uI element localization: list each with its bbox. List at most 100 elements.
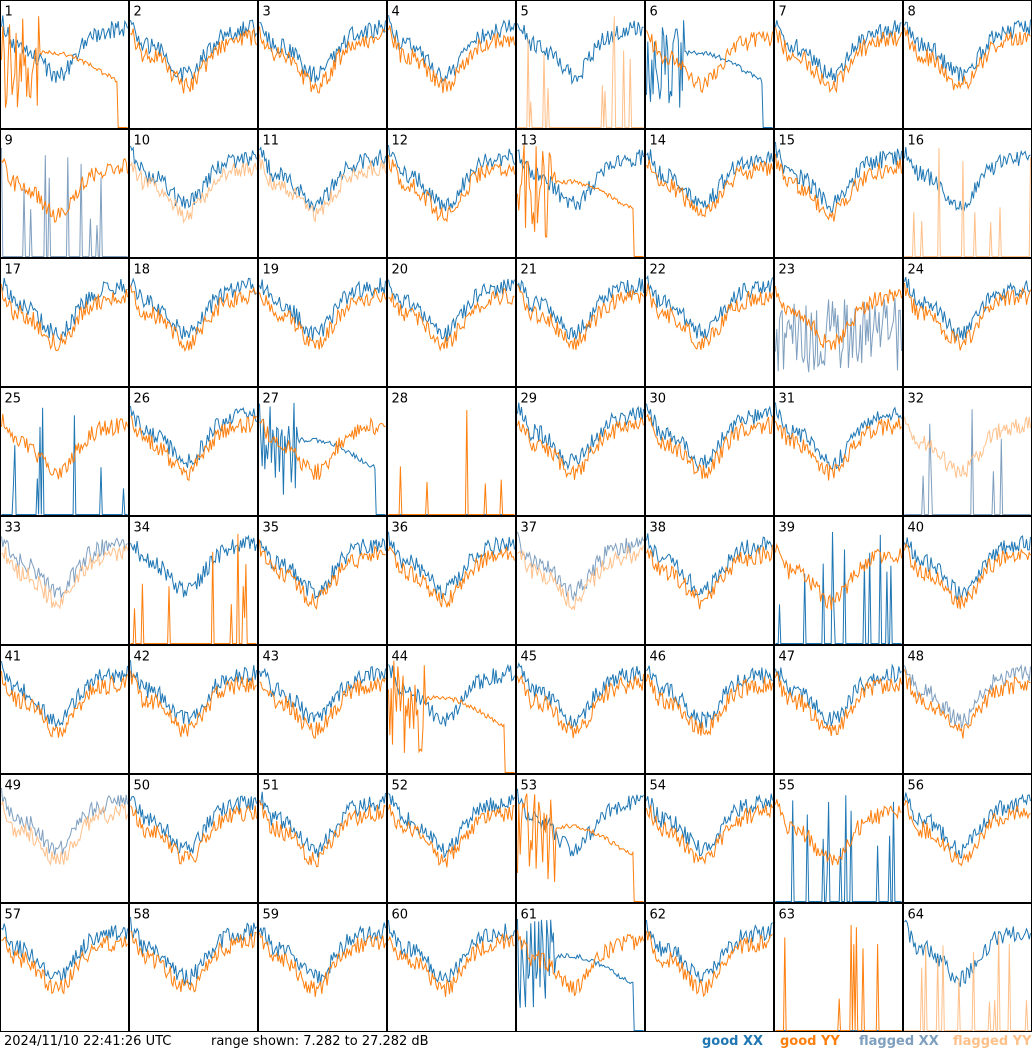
panel-frame [774,387,903,516]
series-yy-good [388,660,515,773]
series-xx-good [517,662,644,731]
series-xx-good [904,276,1031,342]
series-xx-good [646,533,773,596]
panel-label: 8 [908,5,916,20]
panel-frame [774,0,903,129]
antenna-panel-39: 39 [774,516,903,645]
antenna-panel-2: 2 [129,0,258,129]
series-xx-good [517,149,644,210]
series-xx-good [646,665,773,729]
series-xx-good [517,277,644,340]
antenna-panel-54: 54 [645,774,774,903]
panel-frame [645,129,774,258]
panel-label: 10 [134,134,151,149]
panel-label: 12 [392,134,409,149]
antenna-panel-30: 30 [645,387,774,516]
series-yy-flagged [904,933,1031,1031]
panel-label: 26 [134,392,151,407]
antenna-panel-43: 43 [258,645,387,774]
series-xx-good [775,20,902,83]
panel-label: 36 [392,521,409,536]
antenna-panel-51: 51 [258,774,387,903]
panel-label: 44 [392,650,409,665]
series-yy-flagged [130,161,257,224]
panel-frame [387,0,516,129]
series-xx-good [130,660,257,724]
antenna-panel-28: 28 [387,387,516,516]
antenna-panel-36: 36 [387,516,516,645]
series-yy-flagged [1,544,128,610]
series-xx-good [130,534,257,598]
series-xx-good [259,665,386,724]
panel-frame [903,0,1032,129]
series-yy-good [646,803,773,866]
antenna-panel-58: 58 [129,903,258,1032]
series-xx-good [1,277,128,341]
panel-frame [0,903,129,1032]
antenna-panel-35: 35 [258,516,387,645]
series-yy-good [646,673,773,736]
panel-label: 38 [650,521,667,536]
legend-flagged-xx: flagged XX [859,1034,939,1049]
panel-frame [516,129,645,258]
panel-label: 29 [521,392,538,407]
panel-frame [129,387,258,516]
panel-frame [387,774,516,903]
series-xx-good [259,402,386,515]
panel-label: 21 [521,263,538,278]
panel-label: 18 [134,263,151,278]
panel-frame [903,774,1032,903]
panel-label: 35 [263,521,280,536]
series-yy-good [388,288,515,352]
antenna-panel-18: 18 [129,258,258,387]
panel-label: 23 [779,263,796,278]
panel-frame [645,0,774,129]
antenna-panel-23: 23 [774,258,903,387]
panel-frame [387,258,516,387]
series-yy-good [130,284,257,352]
panel-label: 40 [908,521,925,536]
series-yy-good [517,930,644,997]
panel-label: 24 [908,263,925,278]
antenna-panel-7: 7 [774,0,903,129]
series-yy-flagged [517,16,644,128]
panel-label: 47 [779,650,796,665]
panel-label: 41 [5,650,22,665]
panel-label: 49 [5,779,22,794]
antenna-panel-20: 20 [387,258,516,387]
series-yy-good [1,157,128,223]
panel-frame [129,516,258,645]
panel-label: 31 [779,392,796,407]
panel-label: 56 [908,779,925,794]
series-xx-good [517,20,644,85]
series-xx-good [259,19,386,83]
panel-label: 53 [521,779,538,794]
antenna-panel-53: 53 [516,774,645,903]
range-text: range shown: 7.282 to 27.282 dB [211,1034,429,1049]
series-xx-good [1,407,128,515]
series-xx-good [388,663,515,727]
series-xx-good [904,19,1031,84]
panel-frame [0,774,129,903]
antenna-panel-56: 56 [903,774,1032,903]
series-xx-good [517,402,644,471]
panel-label: 42 [134,650,151,665]
panel-label: 50 [134,779,151,794]
panel-label: 52 [392,779,409,794]
series-xx-good [904,919,1031,988]
antenna-panel-4: 4 [387,0,516,129]
antenna-panel-13: 13 [516,129,645,258]
series-yy-good [775,27,902,94]
series-yy-good [259,932,386,997]
series-yy-good [646,413,773,479]
antenna-panel-40: 40 [903,516,1032,645]
panel-label: 22 [650,263,667,278]
panel-frame [774,129,903,258]
panel-label: 39 [779,521,796,536]
antenna-panel-47: 47 [774,645,903,774]
panel-frame [129,645,258,774]
series-yy-flagged [517,545,644,612]
panel-frame [129,129,258,258]
panel-frame [387,129,516,258]
series-yy-good [1,671,128,738]
